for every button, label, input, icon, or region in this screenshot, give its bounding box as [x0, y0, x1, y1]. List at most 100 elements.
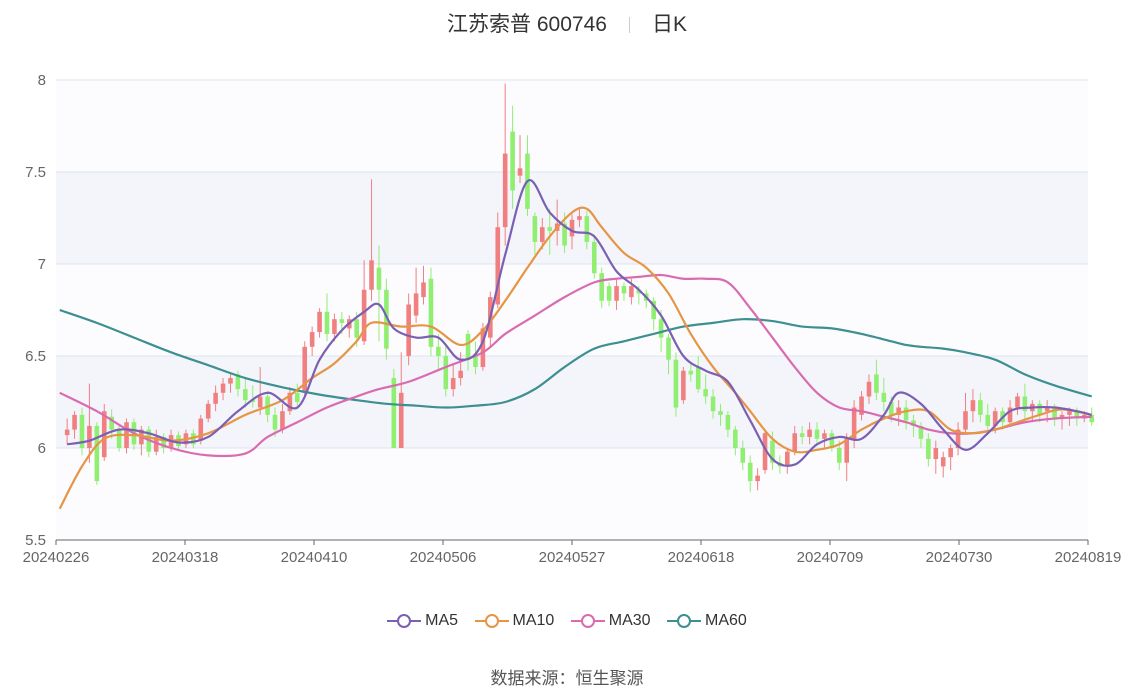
candle-body: [458, 370, 463, 379]
candle-body: [851, 407, 857, 439]
legend-ma60-label: MA60: [705, 612, 747, 629]
candle-body: [629, 286, 634, 298]
candle-body: [747, 462, 753, 482]
y-tick-label: 8: [38, 72, 46, 89]
candle-body: [1089, 414, 1095, 423]
candle-body: [116, 429, 122, 448]
candle-body: [695, 367, 701, 390]
candle-body: [354, 319, 359, 338]
candle-body: [681, 370, 686, 401]
source-value: 恒生聚源: [575, 669, 644, 688]
candle-body: [985, 414, 991, 426]
candle-body: [406, 304, 411, 356]
candle-body: [903, 407, 909, 421]
candle-body: [740, 448, 746, 463]
title-separator: [628, 17, 630, 34]
x-tick-label: 20240410: [281, 549, 348, 566]
candle-body: [836, 448, 842, 463]
candle-body: [1059, 414, 1065, 419]
candle-body: [1052, 407, 1057, 419]
legend-ma10-label: MA10: [512, 612, 555, 629]
candle-body: [963, 411, 968, 430]
candle-body: [510, 131, 515, 191]
candle-body: [874, 374, 879, 393]
candle-body: [688, 370, 694, 375]
candle-body: [94, 425, 100, 482]
x-tick-label: 20240730: [926, 549, 993, 566]
candle-body: [153, 436, 159, 452]
chart-title: 江苏索普 600746 日K: [0, 8, 1134, 38]
candle-body: [228, 378, 233, 384]
candle-body: [287, 392, 293, 412]
y-tick-label: 7: [38, 256, 46, 273]
candle-body: [532, 216, 538, 242]
candle-body: [785, 451, 790, 467]
candle-body: [1037, 403, 1043, 415]
candle-body: [621, 286, 627, 294]
candle-body: [569, 219, 575, 237]
candle-body: [666, 337, 671, 360]
candle-body: [718, 411, 723, 415]
legend-item-ma60[interactable]: MA60: [667, 612, 747, 630]
candle-body: [235, 374, 241, 390]
candle-body: [450, 378, 456, 390]
candle-body: [480, 328, 486, 368]
data-source: 数据来源：恒生聚源: [0, 664, 1134, 689]
legend-item-ma30[interactable]: MA30: [570, 612, 651, 630]
ma-line-ma30: [59, 273, 1092, 458]
candle-body: [703, 389, 708, 397]
plot-band: [56, 264, 1088, 356]
candle-body: [473, 356, 478, 368]
candle-body: [421, 282, 426, 298]
candle-body: [888, 402, 894, 415]
candle-body: [911, 420, 916, 426]
candle-body: [926, 438, 931, 460]
candle-body: [859, 396, 864, 415]
candle-body: [807, 429, 812, 437]
legend-ma30-icon: [570, 613, 605, 628]
candle-body: [502, 153, 508, 228]
candle-body: [540, 227, 545, 242]
candle-body: [547, 227, 553, 231]
legend-ma5-label: MA5: [425, 612, 459, 629]
candle-body: [391, 378, 397, 448]
candle-body: [651, 300, 656, 320]
legend-ma5-icon: [387, 613, 422, 628]
candle-body: [733, 429, 738, 448]
candle-body: [250, 400, 256, 402]
period-label: 日K: [651, 13, 687, 36]
candle-body: [495, 227, 501, 305]
candle-body: [562, 223, 567, 246]
candle-body: [205, 403, 211, 419]
candle-body: [443, 356, 449, 390]
candle-body: [591, 241, 597, 274]
candle-body: [109, 416, 114, 430]
candle-body: [465, 333, 471, 360]
candle-body: [948, 448, 953, 458]
candle-body: [725, 414, 731, 430]
candle-body: [398, 392, 404, 448]
candle-body: [896, 407, 901, 415]
candle-body: [1015, 396, 1020, 408]
candle-body: [413, 293, 419, 316]
candle-body: [978, 400, 983, 415]
candle-body: [198, 418, 204, 441]
candle-body: [294, 392, 300, 402]
candle-body: [970, 400, 976, 412]
candle-body: [792, 433, 798, 452]
candle-body: [636, 289, 642, 294]
candle-body: [762, 433, 768, 471]
y-tick-label: 6: [38, 440, 46, 457]
x-tick-label: 20240318: [152, 549, 219, 566]
candle-body: [799, 433, 805, 437]
legend-item-ma10[interactable]: MA10: [474, 612, 555, 630]
candle-body: [376, 267, 382, 290]
plot-band: [56, 80, 1088, 172]
candle-body: [332, 319, 337, 334]
candle-body: [1067, 411, 1072, 415]
candle-body: [339, 319, 345, 323]
candle-body: [755, 475, 760, 482]
legend-item-ma5[interactable]: MA5: [387, 612, 458, 630]
candle-body: [243, 389, 248, 401]
candle-body: [1007, 407, 1013, 423]
